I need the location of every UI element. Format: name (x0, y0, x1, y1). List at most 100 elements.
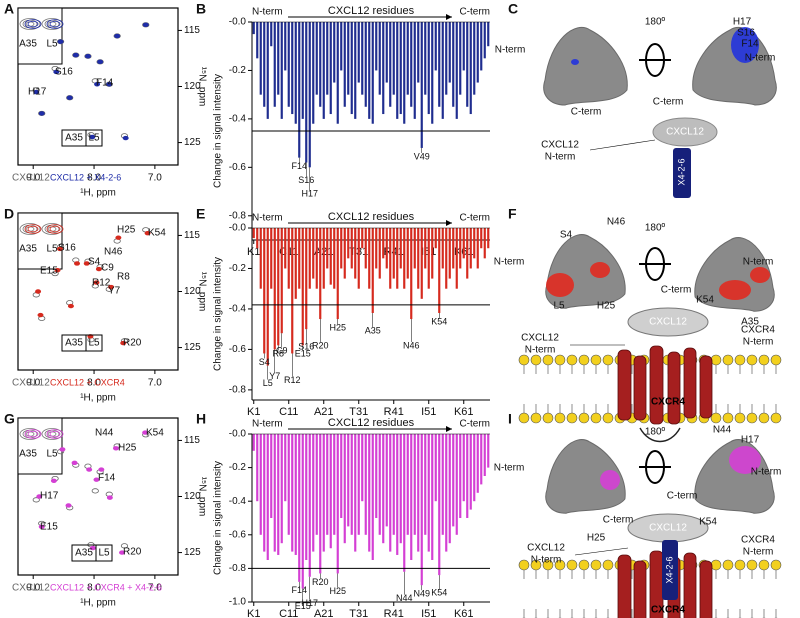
inset-label: A35 (19, 449, 37, 460)
bar-annotation: R20 (312, 577, 329, 587)
illustration-label: A35 (741, 317, 759, 328)
bar (319, 434, 322, 574)
bar (280, 228, 283, 334)
illustration-label: N-term (743, 337, 774, 348)
illustration-label: N-term (743, 257, 774, 268)
bar (392, 434, 395, 535)
bar (333, 22, 336, 83)
inset-contour (41, 428, 63, 440)
bar (483, 22, 486, 59)
leader (574, 547, 629, 556)
bar (431, 434, 434, 560)
illustration-label: 180º (645, 17, 666, 28)
bar (252, 228, 255, 239)
illustration-label: CXCL12 (541, 140, 579, 151)
inset-contour (49, 20, 61, 28)
peak (93, 477, 100, 482)
bar-annotation: K54 (431, 316, 447, 326)
x-tick-label: K1 (247, 406, 260, 418)
lipid-head (734, 354, 746, 366)
bar (469, 22, 472, 115)
lipid-head (542, 354, 554, 366)
illustration-label: N-term (494, 463, 525, 474)
inset-contour (41, 223, 63, 235)
bar (378, 228, 381, 279)
bar (361, 434, 364, 502)
bar (326, 228, 329, 269)
inset-contour (49, 430, 61, 438)
y-tick-label: -0.8 (229, 385, 247, 396)
peak (119, 550, 126, 555)
legend-entry: CXCL12 + CXCR4 (50, 377, 125, 387)
peak (106, 495, 113, 500)
bar (431, 22, 434, 124)
bar (389, 434, 392, 552)
bar (312, 434, 315, 552)
y-tick-label: -0.0 (229, 223, 247, 234)
illustration-label: H17 (741, 435, 760, 446)
peak (59, 447, 66, 452)
peak (112, 446, 119, 451)
range-arrow-head (446, 220, 452, 226)
receptor-helix (633, 560, 647, 618)
x4-2-6-peptide (662, 540, 678, 600)
illustration-label: N-term (495, 45, 526, 56)
bar (473, 228, 476, 259)
peak (71, 460, 78, 466)
x-tick-label: C11 (279, 406, 298, 418)
peak-label: R12 (92, 278, 111, 289)
bar (270, 434, 273, 518)
bar (410, 434, 413, 560)
y-axis-label: ¹⁵N, ppm (196, 477, 207, 517)
peak (106, 82, 113, 87)
peak (53, 69, 60, 75)
bar (354, 22, 357, 119)
bar (459, 434, 462, 518)
bar (329, 228, 332, 285)
bar (336, 434, 339, 574)
lipid-head (554, 354, 566, 366)
bar-annotation: N49 (413, 589, 430, 599)
bar (371, 22, 374, 124)
bar (364, 228, 367, 269)
x-axis-label: ¹H, ppm (80, 188, 116, 199)
inset-label: L5 (46, 449, 58, 460)
x-tick-label: K1 (247, 246, 260, 258)
lipid-head (734, 412, 746, 424)
bar (350, 22, 353, 115)
inset-contour (19, 223, 41, 235)
bar (343, 22, 346, 107)
bar (410, 22, 413, 107)
peak-label: S16 (55, 67, 73, 78)
bar (347, 22, 350, 95)
lipid-head (518, 412, 530, 424)
illustration-label: H25 (597, 301, 616, 312)
bar (469, 434, 472, 510)
bar (343, 228, 346, 279)
bar (417, 22, 420, 83)
peak-label: S4 (88, 257, 101, 268)
bar (368, 22, 371, 119)
x-tick-label: R41 (384, 608, 404, 618)
bar (298, 22, 301, 158)
bar (389, 22, 392, 107)
bar (319, 228, 322, 320)
peak-label: E15 (40, 522, 58, 533)
peak-box-label: L5 (98, 548, 110, 559)
bar (347, 434, 350, 527)
bar (483, 434, 486, 476)
lipid-head (530, 559, 542, 571)
peak (57, 39, 64, 44)
x-tick-label: K1 (247, 608, 260, 618)
bar (252, 22, 255, 35)
inset-contour (27, 20, 39, 28)
peak (56, 246, 63, 252)
bar (462, 22, 465, 71)
y-tick-label: 120 (184, 491, 201, 502)
inset-contour (27, 225, 39, 233)
bar (403, 22, 406, 124)
peak (91, 488, 99, 494)
x-tick-label: K61 (454, 406, 474, 418)
bar (392, 22, 395, 95)
receptor-helix (617, 349, 632, 421)
